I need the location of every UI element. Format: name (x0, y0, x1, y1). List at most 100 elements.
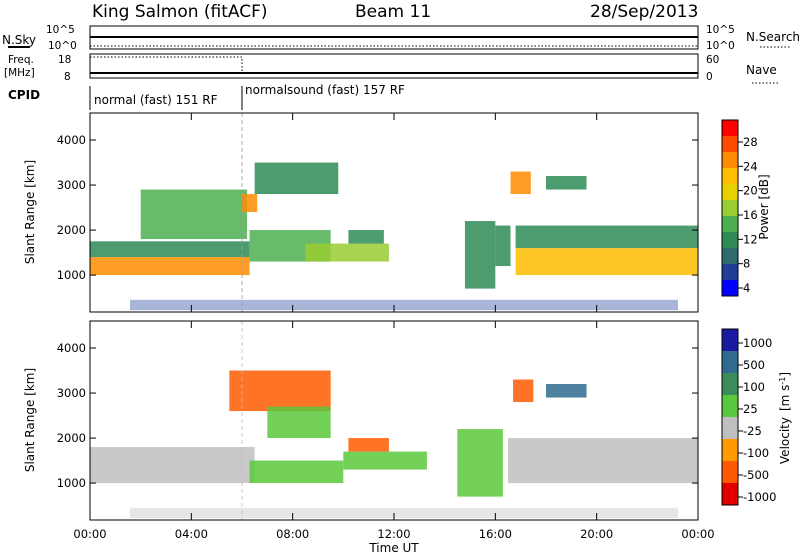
velocity-colorbar-tick-label: 100 (743, 380, 765, 394)
power-colorbar-swatch (722, 232, 738, 249)
cpid-segment-2: normalsound (fast) 157 RF (245, 83, 405, 97)
date-title: 28/Sep/2013 (590, 2, 698, 22)
power-region-13 (546, 176, 587, 190)
velocity-y-ticks: 1000 2000 3000 4000 (57, 341, 698, 490)
xtick-label: 20:00 (580, 527, 613, 541)
power-colorbar-tick-label: 28 (743, 135, 758, 149)
freq-frame (89, 53, 699, 79)
nsky-tick-top: 10^5 (46, 24, 75, 36)
velocity-region-0 (90, 447, 255, 484)
power-region-7 (348, 230, 384, 244)
velocity-region-1 (229, 370, 331, 412)
power-region-12 (510, 171, 531, 195)
velocity-region-4 (343, 451, 427, 470)
nsearch-tick-bottom: 10^0 (706, 40, 735, 52)
velocity-region-9 (546, 384, 587, 398)
xtick-label: 00:00 (681, 527, 714, 541)
power-region-11 (515, 225, 698, 249)
freq-tick-bottom: 8 (64, 71, 71, 83)
nsearch-tick-top: 10^5 (706, 24, 735, 36)
xtick-label: 00:00 (73, 527, 106, 541)
nsky-tick-bottom: 10^0 (48, 40, 77, 52)
nsearch-label: N.Search (746, 30, 800, 44)
nave-tick-top: 60 (706, 54, 719, 66)
x-axis-label: Time UT (368, 541, 419, 554)
power-colorbar-tick-label: 12 (743, 232, 758, 246)
velocity-colorbar-swatch (722, 417, 738, 440)
power-colorbar-swatch (722, 120, 738, 137)
velocity-ytick-label: 4000 (57, 341, 86, 355)
power-x-ticks (89, 113, 699, 312)
power-region-0 (90, 257, 250, 276)
power-colorbar-swatch (722, 264, 738, 281)
station-title: King Salmon (fitACF) (92, 2, 268, 22)
nsky-label: N.Sky (2, 33, 36, 47)
velocity-region-7 (508, 438, 698, 484)
velocity-colorbar-swatch (722, 329, 738, 352)
velocity-region-3 (249, 460, 344, 484)
xtick-label: 12:00 (377, 527, 410, 541)
velocity-colorbar-swatch (722, 461, 738, 484)
velocity-y-axis-label: Slant Range [km] (23, 368, 37, 472)
power-ytick-label: 4000 (57, 133, 86, 147)
velocity-colorbar-tick-label: -25 (743, 424, 762, 438)
velocity-colorbar-label: Velocity[m s-1] (778, 372, 793, 464)
power-region-1 (90, 241, 250, 258)
power-region-9 (495, 225, 511, 267)
velocity-region-8 (513, 379, 534, 403)
power-near-range-band (130, 299, 678, 311)
velocity-colorbar-swatch (722, 395, 738, 418)
velocity-colorbar-frame (721, 328, 739, 506)
power-ytick-label: 2000 (57, 223, 86, 237)
cpid-panel: CPID normal (fast) 151 RF normalsound (f… (8, 83, 405, 110)
power-region-3 (242, 194, 258, 213)
power-ytick-label: 3000 (57, 178, 86, 192)
velocity-region-2 (267, 406, 331, 439)
velocity-region-5 (348, 438, 389, 452)
power-colorbar-swatch (722, 200, 738, 217)
power-colorbar-tick-label: 24 (743, 159, 758, 173)
velocity-colorbar-tick-label: -500 (743, 468, 769, 482)
power-colorbar-tick-label: 20 (743, 184, 758, 198)
freq-label-1: Freq. (8, 54, 34, 66)
nave-tick-bottom: 0 (706, 71, 713, 83)
freq-tick-top: 18 (58, 54, 71, 66)
xtick-label: 16:00 (479, 527, 512, 541)
freq-label-2: [MHz] (4, 67, 35, 79)
velocity-ytick-label: 3000 (57, 386, 86, 400)
cpid-segment-1: normal (fast) 151 RF (94, 93, 218, 107)
velocity-region-6 (457, 429, 503, 497)
nave-label: Nave (746, 63, 777, 77)
power-colorbar-swatch (722, 184, 738, 201)
power-region-4 (254, 162, 339, 195)
velocity-colorbar-tick-label: 1000 (743, 336, 772, 350)
power-data (90, 162, 698, 311)
velocity-ytick-label: 2000 (57, 431, 86, 445)
power-colorbar-tick-label: 8 (743, 257, 750, 271)
freq-series (90, 56, 243, 74)
power-colorbar-swatch (722, 152, 738, 169)
power-y-ticks: 1000 2000 3000 4000 (57, 133, 698, 282)
power-colorbar-swatch (722, 248, 738, 265)
power-colorbar: 28 24 20 16 12 8 4 Power [dB] (721, 119, 771, 297)
freq-panel: Freq. [MHz] 18 8 60 0 Nave (4, 53, 778, 84)
power-colorbar-label: Power [dB] (757, 174, 771, 239)
velocity-ytick-label: 1000 (57, 476, 86, 490)
velocity-data (90, 370, 698, 519)
velocity-colorbar-tick-label: -1000 (743, 490, 776, 504)
velocity-frame (89, 320, 699, 521)
power-colorbar-swatch (722, 136, 738, 153)
power-colorbar-swatch (722, 168, 738, 185)
power-ytick-label: 1000 (57, 268, 86, 282)
power-region-10 (515, 248, 698, 276)
velocity-panel: 1000 2000 3000 4000 00:00 04:00 08:00 12:00 16:… (23, 320, 715, 554)
velocity-near-range-band (130, 507, 678, 519)
power-colorbar-tick-label: 4 (743, 281, 750, 295)
velocity-colorbar-tick-label: -100 (743, 446, 769, 460)
velocity-colorbar-tick-label: 500 (743, 358, 765, 372)
power-colorbar-swatch (722, 280, 738, 297)
power-region-6 (305, 243, 389, 262)
cpid-label: CPID (8, 88, 40, 102)
xtick-label: 04:00 (175, 527, 208, 541)
velocity-colorbar-swatch (722, 351, 738, 374)
